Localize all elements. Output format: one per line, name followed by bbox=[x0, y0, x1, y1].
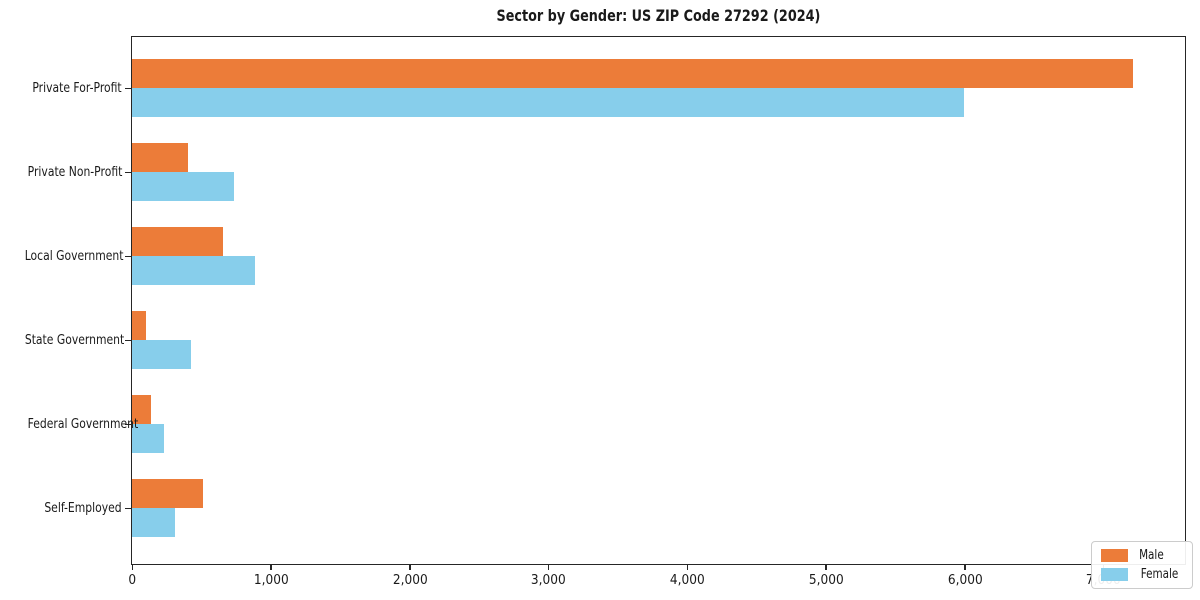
x-tick-2,000 bbox=[409, 565, 411, 570]
y-tick-state-government bbox=[125, 339, 131, 342]
y-tick-federal-government bbox=[125, 423, 131, 426]
y-label-text: Private For-Profit bbox=[32, 80, 122, 97]
x-tick-label-5,000: 5,000 bbox=[786, 572, 866, 588]
x-tick-label-1,000: 1,000 bbox=[231, 572, 311, 588]
x-tick-label-text: 3,000 bbox=[531, 572, 567, 588]
x-tick-5,000 bbox=[825, 565, 827, 570]
y-label-local-government: Local Government bbox=[0, 247, 124, 265]
chart-title: Sector by Gender: US ZIP Code 27292 (202… bbox=[131, 6, 1186, 28]
bar-male-self-employed bbox=[132, 478, 203, 508]
y-label-state-government: State Government bbox=[0, 331, 125, 349]
y-label-text: Local Government bbox=[24, 248, 124, 265]
y-tick-private-for-profit bbox=[125, 87, 131, 90]
x-tick-label-6,000: 6,000 bbox=[925, 572, 1005, 588]
y-label-text: Self-Employed bbox=[44, 500, 122, 517]
chart-title-text: Sector by Gender: US ZIP Code 27292 (202… bbox=[496, 6, 821, 25]
bar-male-private-non-profit bbox=[132, 142, 189, 172]
y-label-self-employed: Self-Employed bbox=[0, 499, 122, 517]
y-tick-private-non-profit bbox=[125, 171, 131, 174]
x-tick-label-text: 4,000 bbox=[670, 572, 705, 588]
bar-female-private-non-profit bbox=[132, 171, 234, 201]
bar-female-private-for-profit bbox=[132, 87, 965, 117]
bar-male-local-government bbox=[132, 226, 223, 256]
x-tick-label-text: 5,000 bbox=[808, 572, 844, 588]
x-tick-0 bbox=[131, 565, 134, 570]
bar-female-local-government bbox=[132, 255, 255, 285]
x-tick-4,000 bbox=[686, 565, 689, 570]
bar-male-federal-government bbox=[132, 394, 151, 424]
bar-female-state-government bbox=[132, 339, 191, 369]
bar-female-self-employed bbox=[132, 507, 175, 537]
legend-swatch-female bbox=[1100, 568, 1128, 581]
bar-male-state-government bbox=[132, 310, 146, 340]
x-tick-label-4,000: 4,000 bbox=[647, 572, 727, 588]
legend-entry-male: Male bbox=[1100, 548, 1183, 563]
bar-female-federal-government bbox=[132, 423, 164, 453]
x-tick-label-2,000: 2,000 bbox=[370, 572, 450, 588]
legend: Male Female bbox=[1090, 541, 1193, 589]
x-tick-3,000 bbox=[547, 565, 550, 570]
x-tick-label-3,000: 3,000 bbox=[509, 572, 589, 588]
y-tick-local-government bbox=[125, 255, 131, 258]
bar-male-private-for-profit bbox=[132, 58, 1134, 88]
legend-swatch-male bbox=[1100, 549, 1128, 562]
y-label-text: State Government bbox=[24, 332, 125, 349]
y-label-private-for-profit: Private For-Profit bbox=[0, 79, 122, 97]
x-tick-label-0: 0 bbox=[93, 572, 173, 588]
y-tick-self-employed bbox=[125, 507, 131, 510]
x-tick-label-text: 0 bbox=[128, 572, 137, 588]
legend-entry-female: Female bbox=[1100, 567, 1183, 582]
x-tick-label-text: 6,000 bbox=[947, 572, 983, 588]
y-label-text: Private Non-Profit bbox=[27, 164, 122, 181]
legend-label-female: Female bbox=[1140, 567, 1179, 582]
y-label-federal-government: Federal Government bbox=[0, 415, 139, 433]
x-tick-label-text: 2,000 bbox=[392, 572, 428, 588]
x-tick-1,000 bbox=[270, 565, 272, 570]
y-label-private-non-profit: Private Non-Profit bbox=[0, 163, 122, 181]
x-tick-6,000 bbox=[964, 565, 966, 570]
legend-label-male: Male bbox=[1139, 548, 1164, 563]
x-tick-label-text: 1,000 bbox=[253, 572, 289, 588]
y-label-text: Federal Government bbox=[27, 416, 139, 433]
plot-area bbox=[131, 36, 1186, 565]
